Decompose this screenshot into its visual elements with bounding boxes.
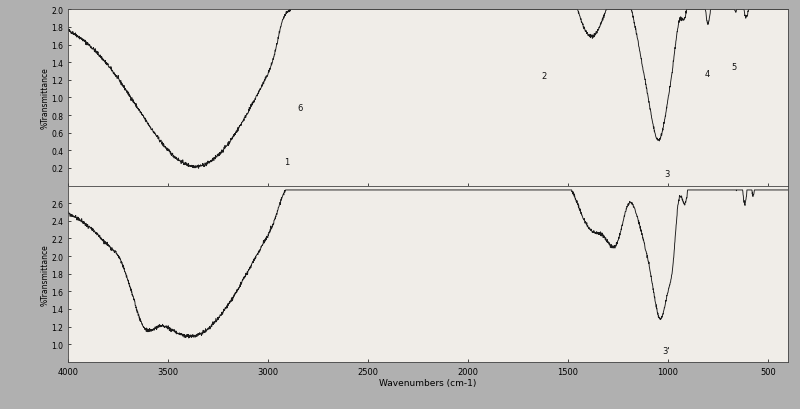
Text: 2: 2: [542, 72, 546, 81]
X-axis label: Wavenumbers (cm-1): Wavenumbers (cm-1): [379, 379, 477, 388]
Y-axis label: %Transmittance: %Transmittance: [41, 67, 50, 129]
Text: 1: 1: [284, 158, 290, 167]
Text: 5: 5: [731, 63, 736, 72]
Text: 3': 3': [662, 346, 670, 355]
Text: 4: 4: [704, 70, 710, 79]
Y-axis label: %Transmittance: %Transmittance: [41, 243, 50, 305]
Text: 3: 3: [664, 169, 670, 178]
Text: 6: 6: [298, 104, 302, 113]
